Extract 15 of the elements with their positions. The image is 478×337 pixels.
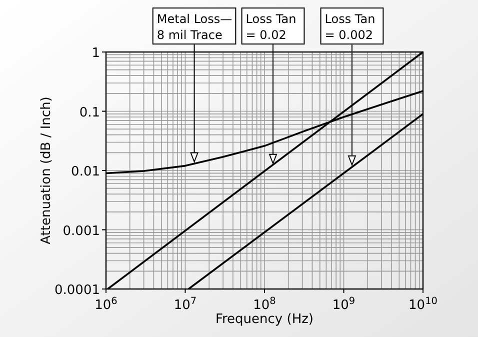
annotation: Loss Tan = 0.02 bbox=[246, 12, 296, 42]
x-tick-label: 10$^{10}$ bbox=[408, 296, 438, 313]
annotation: Loss Tan = 0.002 bbox=[324, 12, 376, 42]
annotation: Metal Loss— 8 mil Trace bbox=[156, 12, 232, 42]
y-tick-label: 0.1 bbox=[79, 105, 100, 120]
x-axis-title: Frequency (Hz) bbox=[215, 312, 314, 327]
x-tick-label: 10$^{9}$ bbox=[332, 296, 356, 313]
x-tick-label: 10$^{7}$ bbox=[174, 296, 197, 313]
y-axis-title: Attenuation (dB / Inch) bbox=[39, 96, 54, 244]
x-tick-label: 10$^{8}$ bbox=[253, 296, 276, 313]
y-tick-label: 1 bbox=[92, 46, 100, 61]
y-tick-label: 0.001 bbox=[62, 224, 100, 239]
y-tick-label: 0.0001 bbox=[54, 283, 100, 298]
x-tick-label: 10$^{6}$ bbox=[94, 296, 118, 313]
y-tick-label: 0.01 bbox=[71, 164, 100, 180]
